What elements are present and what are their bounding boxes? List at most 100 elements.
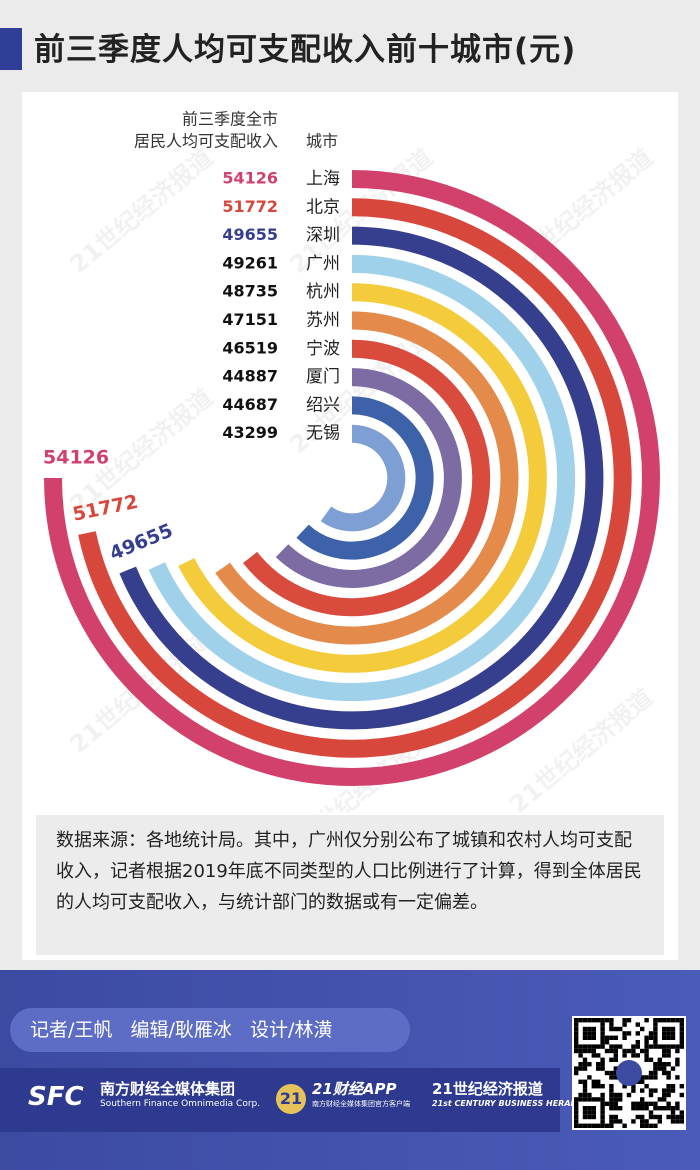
qr-cell (662, 1070, 667, 1076)
qr-cell (648, 1057, 654, 1062)
qr-cell (582, 1026, 588, 1032)
qr-cell (574, 1031, 579, 1036)
qr-cell (648, 1031, 654, 1036)
qr-cell (640, 1075, 645, 1080)
qr-cell (666, 1101, 671, 1106)
qr-cell (613, 1106, 618, 1111)
qr-cell (600, 1026, 605, 1032)
category-label: 厦门 (306, 367, 340, 387)
qr-cell (631, 1084, 636, 1089)
qr-cell (613, 1035, 618, 1040)
qr-cell (666, 1053, 671, 1058)
qr-cell (591, 1044, 596, 1049)
qr-cell (609, 1075, 614, 1080)
qr-cell (666, 1092, 671, 1098)
qr-cell (631, 1101, 636, 1106)
qr-cell (587, 1110, 592, 1115)
qr-cell (591, 1035, 596, 1040)
qr-cell (666, 1048, 671, 1054)
qr-cell (582, 1106, 588, 1111)
qr-cell (618, 1097, 623, 1102)
qr-cell (604, 1018, 610, 1023)
qr-cell (648, 1035, 654, 1040)
qr-cell (591, 1123, 596, 1128)
qr-cell (574, 1106, 579, 1111)
qr-cell (604, 1123, 610, 1128)
title: 前三季度人均可支配收入前十城市(元) (34, 32, 577, 68)
qr-cell (631, 1044, 636, 1049)
qr-cell (648, 1088, 654, 1093)
qr-cell (675, 1048, 680, 1054)
logo-name: 南方财经全媒体集团 (100, 1080, 236, 1098)
qr-cell (670, 1026, 676, 1032)
qr-cell (587, 1114, 592, 1120)
category-label: 杭州 (306, 282, 340, 302)
qr-cell (670, 1110, 676, 1115)
qr-cell (604, 1070, 610, 1076)
qr-cell (657, 1097, 662, 1102)
qr-cell (613, 1070, 618, 1076)
qr-cell (618, 1106, 623, 1111)
qr-cell (622, 1048, 627, 1054)
qr-cell (609, 1084, 614, 1089)
category-label: 苏州 (306, 311, 340, 331)
category-header: 城市 (306, 132, 338, 151)
qr-cell (657, 1044, 662, 1049)
qr-cell (618, 1044, 623, 1049)
logo-mark: SFC (28, 1082, 84, 1112)
note: 数据来源：各地统计局。其中，广州仅分别公布了城镇和农村人均可支配收入，记者根据2… (36, 815, 664, 955)
qr-cell (600, 1044, 605, 1049)
qr-cell (675, 1057, 680, 1062)
qr-cell (582, 1031, 588, 1036)
qr-cell (653, 1062, 658, 1067)
qr-cell (653, 1106, 658, 1111)
qr-cell (640, 1101, 645, 1106)
qr-cell (591, 1097, 596, 1102)
qr-cell (578, 1092, 583, 1098)
qr-cell (582, 1110, 588, 1115)
qr-cell (644, 1035, 649, 1040)
qr-cell (679, 1084, 684, 1089)
qr-cell (604, 1035, 610, 1040)
qr-cell (648, 1123, 654, 1128)
value-label: 49655 (222, 225, 278, 244)
qr-cell (670, 1031, 676, 1036)
qr-cell (644, 1044, 649, 1049)
ring-bar (320, 424, 406, 532)
qr-cell (653, 1044, 658, 1049)
qr-cell (600, 1031, 605, 1036)
qr-cell (622, 1084, 627, 1089)
qr-cell (622, 1018, 627, 1023)
qr-cell (591, 1106, 596, 1111)
qr-cell (662, 1053, 667, 1058)
qr-cell (644, 1048, 649, 1054)
qr-cell (591, 1114, 596, 1120)
qr-cell (600, 1119, 605, 1124)
qr-cell (644, 1084, 649, 1089)
qr-cell (644, 1106, 649, 1111)
qr-badge (616, 1060, 642, 1086)
qr-cell (675, 1114, 680, 1120)
category-label: 广州 (306, 254, 340, 274)
qr-cell (574, 1018, 579, 1023)
qr-cell (613, 1044, 618, 1049)
qr-cell (587, 1106, 592, 1111)
qr-cell (600, 1035, 605, 1040)
qr-cell (631, 1119, 636, 1124)
qr-cell (574, 1048, 579, 1054)
qr-cell (587, 1075, 592, 1080)
ring-bar (44, 170, 660, 786)
qr-cell (635, 1040, 640, 1045)
ring-bar (296, 396, 434, 560)
qr-cell (600, 1018, 605, 1023)
qr-cell (587, 1026, 592, 1032)
qr-cell (609, 1097, 614, 1102)
qr-cell (657, 1066, 662, 1071)
qr-cell (609, 1022, 614, 1027)
qr-cell (600, 1084, 605, 1089)
qr-cell (653, 1022, 658, 1027)
qr-cell (635, 1031, 640, 1036)
qr-cell (582, 1084, 588, 1089)
qr-cell (670, 1018, 676, 1023)
qr-cell (591, 1018, 596, 1023)
